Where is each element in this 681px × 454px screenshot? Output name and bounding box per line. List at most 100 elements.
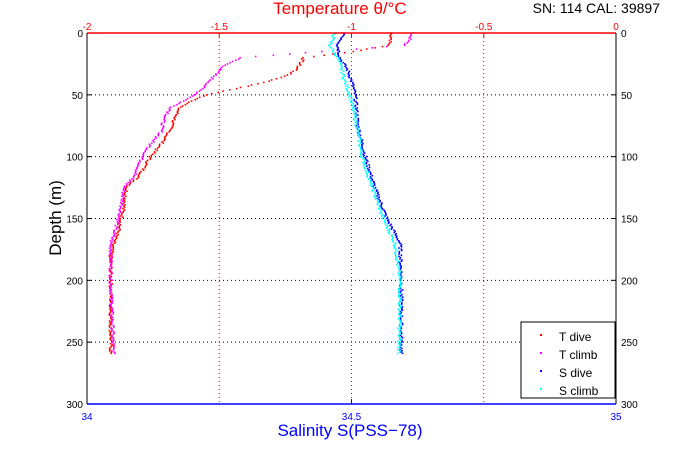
s-climb-point <box>396 249 399 252</box>
t-climb-point <box>153 138 156 141</box>
s-dive-point <box>348 76 351 79</box>
s-climb-point <box>388 233 391 235</box>
s-climb-point <box>334 53 336 55</box>
s-dive-point <box>398 241 401 243</box>
t-climb-point <box>226 63 229 65</box>
t-climb-point <box>109 253 111 255</box>
s-climb-point <box>343 82 346 85</box>
s-dive-point <box>401 350 403 352</box>
s-dive-point <box>398 255 400 258</box>
s-climb-point <box>399 298 402 301</box>
t-climb-point <box>118 216 120 219</box>
t-climb-point <box>113 345 115 347</box>
t-dive-point <box>109 322 111 325</box>
y-axis-title: Depth (m) <box>46 180 65 256</box>
s-climb-point <box>363 160 366 163</box>
t-dive-point <box>122 199 125 201</box>
s-climb-point <box>343 74 346 76</box>
s-climb-point <box>391 235 393 237</box>
s-climb-point <box>398 265 401 267</box>
s-dive-point <box>400 248 403 251</box>
s-climb-point <box>399 283 402 285</box>
s-dive-point <box>356 121 359 123</box>
s-dive-point <box>401 289 404 291</box>
t-dive-point <box>250 84 253 86</box>
s-climb-point <box>398 336 401 339</box>
t-climb-point <box>137 163 140 165</box>
t-climb-point <box>132 176 135 179</box>
t-climb-point <box>192 95 194 97</box>
t-dive-point <box>170 127 173 130</box>
t-dive-point <box>390 33 393 36</box>
t-dive-point <box>166 133 168 136</box>
t-dive-point <box>222 90 224 92</box>
t-climb-point <box>123 186 126 189</box>
s-dive-point <box>399 242 401 245</box>
s-climb-point <box>399 341 401 344</box>
s-dive-point <box>400 303 403 306</box>
t-climb-point <box>166 111 168 113</box>
t-climb-point <box>115 228 118 230</box>
s-climb-point <box>399 339 402 341</box>
s-climb-point <box>394 257 397 260</box>
t-climb-point <box>111 350 113 352</box>
s-dive-point <box>349 80 352 83</box>
t-climb-point <box>118 217 120 220</box>
t-climb-point <box>111 295 113 297</box>
t-dive-point <box>109 280 112 283</box>
s-climb-point <box>330 40 332 43</box>
s-climb-point <box>341 77 344 80</box>
t-dive-point <box>158 145 161 148</box>
s-dive-point <box>373 184 376 187</box>
s-dive-point <box>380 205 383 208</box>
t-dive-point <box>302 60 304 63</box>
s-climb-point <box>394 253 397 255</box>
s-dive-point <box>400 307 403 309</box>
t-dive-point <box>114 238 117 241</box>
t-dive-point <box>152 153 154 155</box>
s-dive-point <box>400 290 402 292</box>
t-dive-point <box>389 34 391 37</box>
t-climb-point <box>189 96 191 99</box>
s-dive-point <box>381 208 384 210</box>
t-dive-point <box>108 350 111 352</box>
t-climb-point <box>254 55 257 58</box>
s-climb-point <box>400 278 403 280</box>
t-climb-point <box>110 284 112 286</box>
s-climb-point <box>359 139 362 141</box>
t-dive-point <box>122 202 124 205</box>
t-climb-point <box>132 175 135 178</box>
s-climb-point <box>355 116 357 119</box>
t-climb-point <box>173 105 175 107</box>
t-climb-point <box>112 340 114 343</box>
s-dive-point <box>401 352 404 355</box>
t-dive-point <box>145 160 148 163</box>
s-dive-point <box>399 295 402 297</box>
bottom-axis-title: Salinity S(PSS−78) <box>277 421 422 440</box>
t-climb-point <box>119 210 121 212</box>
t-dive-point <box>186 102 189 105</box>
t-dive-point <box>296 65 299 68</box>
s-dive-point <box>387 222 390 225</box>
t-dive-point <box>110 261 113 264</box>
s-climb-point <box>397 302 400 304</box>
s-climb-point <box>399 271 402 273</box>
s-climb-point <box>340 64 343 66</box>
s-climb-point <box>392 240 394 242</box>
s-climb-point <box>386 225 388 228</box>
s-climb-point <box>350 103 353 106</box>
s-dive-point <box>384 212 387 215</box>
t-climb-point <box>209 79 212 81</box>
t-climb-point <box>110 317 113 320</box>
t-climb-point <box>403 43 406 45</box>
t-climb-point <box>109 287 112 290</box>
t-climb-point <box>113 229 115 232</box>
t-dive-point <box>283 75 286 78</box>
s-dive-point <box>400 266 402 268</box>
t-climb-point <box>121 195 123 198</box>
t-dive-point <box>122 210 125 212</box>
s-climb-point <box>360 152 362 154</box>
s-dive-point <box>353 99 356 102</box>
s-dive-point <box>356 109 358 112</box>
s-climb-point <box>398 277 401 279</box>
